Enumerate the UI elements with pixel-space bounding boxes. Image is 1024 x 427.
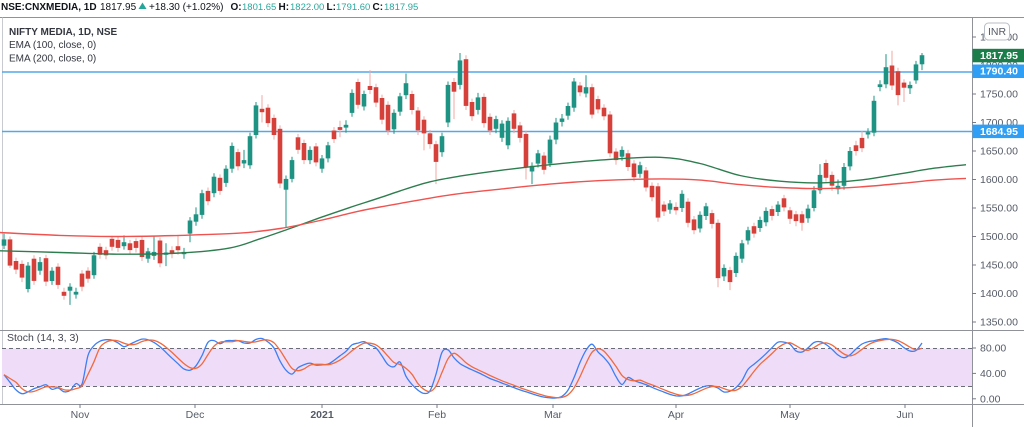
svg-text:Apr: Apr: [668, 409, 685, 421]
svg-text:L:: L:: [327, 2, 336, 13]
svg-text:2021: 2021: [310, 409, 334, 421]
svg-text:May: May: [780, 409, 801, 421]
svg-text:+18.30 (+1.02%): +18.30 (+1.02%): [149, 2, 224, 13]
svg-text:1817.95: 1817.95: [980, 50, 1018, 62]
svg-text:80.00: 80.00: [980, 343, 1006, 355]
svg-text:0.00: 0.00: [980, 393, 1001, 405]
svg-text:Feb: Feb: [428, 409, 446, 421]
svg-text:1600.00: 1600.00: [980, 174, 1018, 186]
svg-text:1817.95: 1817.95: [384, 2, 418, 13]
svg-text:1350.00: 1350.00: [980, 317, 1018, 329]
svg-text:INR: INR: [988, 26, 1007, 38]
svg-text:NSE:CNXMEDIA, 1D: NSE:CNXMEDIA, 1D: [1, 2, 97, 13]
svg-text:1450.00: 1450.00: [980, 260, 1018, 272]
svg-text:1790.40: 1790.40: [980, 66, 1018, 78]
svg-text:1550.00: 1550.00: [980, 203, 1018, 215]
svg-text:C:: C:: [373, 2, 384, 13]
svg-text:EMA (200, close, 0): EMA (200, close, 0): [9, 54, 96, 65]
svg-text:1684.95: 1684.95: [980, 126, 1018, 138]
svg-text:1650.00: 1650.00: [980, 146, 1018, 158]
svg-text:Nov: Nov: [71, 409, 90, 421]
svg-text:O:: O:: [231, 2, 242, 13]
svg-text:40.00: 40.00: [980, 368, 1006, 380]
svg-text:Dec: Dec: [186, 409, 205, 421]
svg-text:1750.00: 1750.00: [980, 89, 1018, 101]
svg-text:1822.00: 1822.00: [290, 2, 324, 13]
svg-text:H:: H:: [279, 2, 290, 13]
svg-text:Mar: Mar: [544, 409, 563, 421]
svg-text:Jun: Jun: [897, 409, 914, 421]
svg-text:1400.00: 1400.00: [980, 288, 1018, 300]
svg-text:NIFTY MEDIA, 1D, NSE: NIFTY MEDIA, 1D, NSE: [9, 27, 117, 38]
svg-text:1817.95: 1817.95: [100, 2, 137, 13]
svg-text:1791.60: 1791.60: [336, 2, 370, 13]
svg-text:1801.65: 1801.65: [242, 2, 276, 13]
svg-text:Stoch (14, 3, 3): Stoch (14, 3, 3): [7, 332, 79, 344]
svg-text:EMA (100, close, 0): EMA (100, close, 0): [9, 40, 96, 51]
svg-text:1500.00: 1500.00: [980, 231, 1018, 243]
